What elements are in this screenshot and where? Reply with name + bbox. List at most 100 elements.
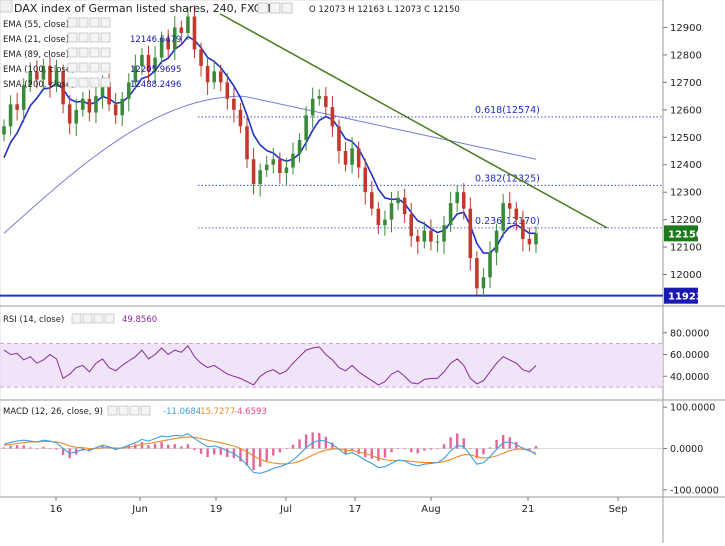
candle-body	[415, 236, 420, 242]
overlay-tool-button[interactable]	[78, 77, 89, 88]
macd-histogram-bar	[324, 436, 328, 449]
overlay-tool-button[interactable]	[67, 62, 78, 73]
overlay-tool-button[interactable]	[89, 77, 100, 88]
ohlc-readout: O 12073 H 12163 L 12073 C 12150	[309, 5, 460, 15]
overlay-tool-button[interactable]	[89, 47, 100, 58]
overlay-tool-button[interactable]	[100, 62, 111, 73]
overlay-tool-button[interactable]	[100, 32, 111, 43]
candle-body	[186, 16, 190, 33]
macd-histogram-bar	[364, 448, 367, 458]
trendline	[219, 13, 608, 229]
overlay-label: EMA (89, close)	[3, 50, 69, 60]
overlay-label: SMA (200, close)	[3, 80, 74, 90]
candle-body	[475, 258, 479, 289]
macd-histogram-bar	[2, 447, 6, 449]
macd-histogram-bar	[423, 448, 426, 451]
macd-histogram-bar	[48, 447, 52, 449]
overlay-tool-button[interactable]	[67, 32, 78, 43]
overlay-tool-button[interactable]	[78, 47, 89, 58]
collapse-button[interactable]	[0, 0, 13, 13]
macd-histogram-bar	[22, 445, 25, 449]
macd-histogram-bar	[42, 446, 45, 449]
macd-tool-button[interactable]	[118, 405, 129, 416]
candle-body	[271, 159, 276, 165]
candle-body	[120, 98, 125, 116]
price-tick-label: 12900	[670, 23, 702, 34]
price-tick-label: 12800	[670, 50, 702, 61]
time-tick-label: Jun	[131, 504, 148, 515]
macd-histogram-bar	[35, 448, 39, 450]
candle-body	[291, 153, 295, 168]
macd-histogram-bar	[508, 437, 511, 449]
macd-histogram-bar	[199, 448, 203, 454]
macd-label: MACD (12, 26, close, 9)	[3, 407, 103, 417]
candle-body	[501, 203, 505, 231]
rsi-tool-button[interactable]	[82, 313, 93, 324]
macd-histogram-bar	[390, 448, 393, 453]
candle-body	[448, 203, 453, 226]
overlay-tool-button[interactable]	[67, 77, 78, 88]
overlay-tool-button[interactable]	[100, 47, 111, 58]
candle-body	[67, 104, 72, 124]
header-tool-button[interactable]	[269, 2, 281, 14]
candle-body	[521, 219, 525, 239]
overlay-tool-button[interactable]	[89, 62, 100, 73]
candle-body	[179, 27, 184, 33]
overlay-tool-button[interactable]	[100, 17, 111, 28]
macd-histogram-bar	[278, 448, 282, 453]
candle-body	[324, 96, 328, 108]
fib-label: 0.382(12325)	[475, 173, 540, 184]
candle-body	[41, 65, 46, 80]
macd-tool-button[interactable]	[107, 405, 118, 416]
macd-histogram-bar	[29, 447, 32, 449]
candle-body	[330, 107, 335, 127]
macd-histogram-bar	[370, 448, 374, 459]
overlay-tool-button[interactable]	[89, 32, 100, 43]
macd-histogram-bar	[344, 448, 347, 454]
macd-histogram-bar	[226, 448, 229, 458]
macd-tool-button[interactable]	[129, 405, 140, 416]
price-tick-label: 12400	[670, 160, 702, 171]
macd-tool-button[interactable]	[140, 405, 151, 416]
candle-body	[350, 148, 354, 165]
overlay-tool-button[interactable]	[89, 17, 100, 28]
macd-value: -15.7277	[197, 407, 235, 417]
candle-body	[494, 230, 499, 253]
candle-body	[429, 230, 433, 242]
overlay-tool-button[interactable]	[100, 77, 111, 88]
header-tool-button[interactable]	[257, 2, 269, 14]
macd-histogram-bar	[160, 442, 163, 449]
rsi-tool-button[interactable]	[93, 313, 104, 324]
overlay-tool-button[interactable]	[78, 62, 89, 73]
overlay-tool-button[interactable]	[67, 47, 78, 58]
macd-histogram-bar	[193, 448, 196, 451]
candle-body	[74, 109, 79, 124]
plot-border	[0, 0, 664, 498]
candle-body	[172, 27, 177, 50]
macd-histogram-bar	[186, 444, 190, 449]
candle-body	[481, 277, 486, 289]
rsi-tool-button[interactable]	[104, 313, 115, 324]
macd-histogram-bar	[153, 443, 157, 449]
overlay-tool-button[interactable]	[67, 17, 78, 28]
macd-histogram-bar	[258, 448, 262, 467]
candle-body	[166, 38, 170, 50]
macd-tick-label: -100.0000	[670, 485, 719, 496]
overlay-tool-button[interactable]	[78, 17, 89, 28]
rsi-tool-button[interactable]	[71, 313, 82, 324]
macd-histogram-bar	[180, 446, 183, 449]
candle-body	[337, 126, 341, 151]
macd-histogram-bar	[377, 448, 380, 461]
candle-body	[35, 71, 39, 80]
overlay-value: 12488.2496	[130, 80, 181, 90]
header-tool-button[interactable]	[281, 2, 293, 14]
price-tick-label: 12100	[670, 243, 702, 254]
macd-line	[3, 432, 537, 474]
price-tick-label: 12200	[670, 215, 702, 226]
candle-body	[48, 65, 52, 86]
overlay-label: EMA (21, close)	[3, 35, 69, 45]
candle-body	[422, 230, 427, 242]
macd-histogram-bar	[462, 438, 465, 449]
overlay-tool-button[interactable]	[78, 32, 89, 43]
candle-body	[468, 208, 473, 259]
